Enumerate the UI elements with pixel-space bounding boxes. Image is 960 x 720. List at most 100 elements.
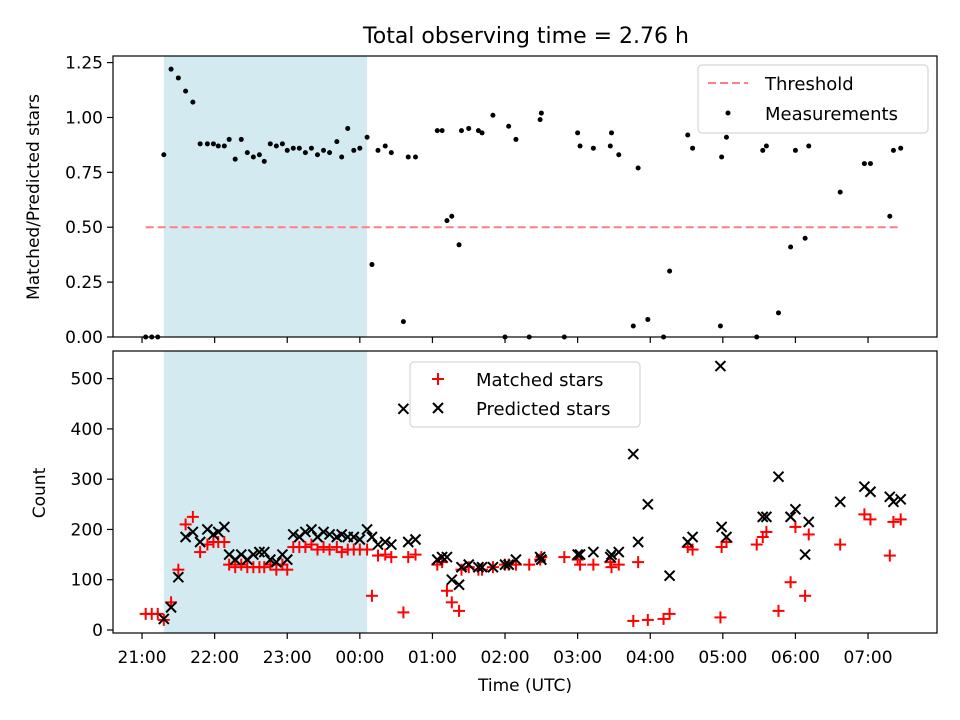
bottom-legend-box: [409, 361, 641, 428]
measurement-point: [590, 145, 596, 151]
measurement-point: [183, 88, 189, 94]
predicted-star-point: [165, 601, 177, 614]
matched-star-point: [802, 528, 815, 541]
measurement-point: [327, 150, 333, 156]
predicted-star-point: [455, 561, 468, 573]
predicted-star-point: [714, 360, 727, 372]
predicted-star-point: [258, 546, 270, 558]
measurement-point: [190, 99, 196, 105]
predicted-star-point: [720, 531, 733, 543]
measurement-point: [197, 141, 203, 147]
predicted-star-point: [715, 521, 728, 533]
matched-star-point: [299, 541, 312, 554]
measurement-point: [719, 154, 725, 160]
measurement-point: [479, 130, 485, 136]
x-tick-label: 04:00: [626, 648, 675, 668]
predicted-star-point: [366, 531, 378, 543]
y-tick-label: 500: [71, 370, 103, 390]
x-tick-label: 05:00: [698, 648, 747, 668]
measurement-point: [375, 147, 381, 153]
predicted-star-point: [587, 546, 600, 558]
matched-star-point: [186, 510, 199, 523]
measurement-point: [466, 125, 472, 131]
measurement-point: [867, 161, 873, 167]
measurement-point: [339, 154, 345, 160]
matched-star-point: [323, 543, 336, 556]
predicted-star-point: [760, 511, 773, 523]
matched-star-point: [317, 541, 330, 554]
measurement-point: [685, 132, 691, 138]
predicted-star-point: [253, 546, 266, 558]
measurement-point: [250, 154, 256, 160]
y-tick-label: 200: [71, 520, 103, 540]
predicted-star-point: [287, 528, 299, 541]
matched-star-point: [760, 525, 773, 538]
measurement-point: [273, 143, 279, 149]
predicted-star-point: [194, 536, 206, 548]
y-tick-label: 400: [71, 420, 103, 440]
bottom-panel: 0 100 200 300 400 500 21:00 22:00 23:00 00:00 01:…: [30, 350, 938, 696]
predicted-star-point: [379, 536, 391, 548]
matched-star-point: [172, 563, 185, 576]
measurement-point: [577, 143, 583, 149]
measurement-point: [226, 136, 232, 142]
measurement-point: [690, 145, 696, 151]
measurement-point: [609, 130, 615, 136]
matched-star-point: [462, 561, 475, 574]
bottom-plot-frame: [112, 350, 938, 634]
measurement-point: [308, 145, 314, 151]
measurement-point: [204, 141, 210, 147]
matched-star-point: [151, 607, 164, 620]
predicted-star-point: [158, 613, 170, 625]
measurement-point: [267, 141, 273, 147]
predicted-star-point: [317, 526, 330, 538]
measurement-point: [444, 218, 450, 224]
measurement-point: [400, 319, 406, 325]
y-tick-label: 300: [71, 470, 103, 490]
measurement-point: [412, 154, 418, 160]
predicted-star-point: [789, 503, 802, 516]
measurement-point: [890, 147, 896, 153]
predicted-star-point: [510, 553, 522, 566]
predicted-star-point: [372, 538, 384, 551]
predicted-star-point: [385, 538, 398, 551]
top-y-ticks: 0.00 0.25 0.50 0.75 1.00 1.25: [65, 54, 113, 348]
matched-star-point: [894, 513, 907, 526]
measurement-point: [616, 152, 622, 158]
predicted-star-point: [446, 574, 458, 586]
measurement-point: [837, 189, 843, 195]
measurement-point: [645, 316, 651, 322]
predicted-star-point: [281, 553, 293, 566]
predicted-star-point: [605, 548, 618, 561]
measurement-point: [667, 268, 673, 274]
measurement-point: [345, 125, 351, 131]
measurement-point: [887, 213, 893, 219]
x-tick-label: 01:00: [408, 648, 457, 668]
matched-star-point: [627, 614, 640, 627]
predicted-star-point: [663, 569, 676, 582]
predicted-star-point: [574, 548, 586, 561]
measurement-point: [161, 152, 167, 158]
y-tick-label: 0.75: [65, 163, 103, 183]
matched-star-point: [789, 520, 802, 533]
matched-star-point: [750, 538, 763, 551]
bottom-y-ticks: 0 100 200 300 400 500: [71, 370, 113, 641]
legend-threshold-label: Threshold: [764, 74, 854, 95]
matched-star-point: [864, 513, 877, 526]
legend-measurement-swatch: [725, 110, 731, 116]
measurement-point: [302, 150, 308, 156]
predicted-star-point: [397, 403, 410, 415]
measurement-point: [806, 143, 812, 149]
predicted-star-point: [270, 556, 283, 568]
measurement-point: [351, 147, 357, 153]
y-tick-label: 0.50: [65, 218, 103, 238]
measurement-point: [388, 150, 394, 156]
measurement-point: [296, 145, 302, 151]
predicted-star-point: [179, 531, 192, 543]
predicted-stars-points: [158, 360, 907, 625]
measurement-point: [256, 152, 262, 158]
measurement-point: [284, 147, 290, 153]
predicted-star-point: [772, 470, 785, 483]
matched-star-point: [402, 551, 415, 564]
measurement-point: [210, 141, 216, 147]
